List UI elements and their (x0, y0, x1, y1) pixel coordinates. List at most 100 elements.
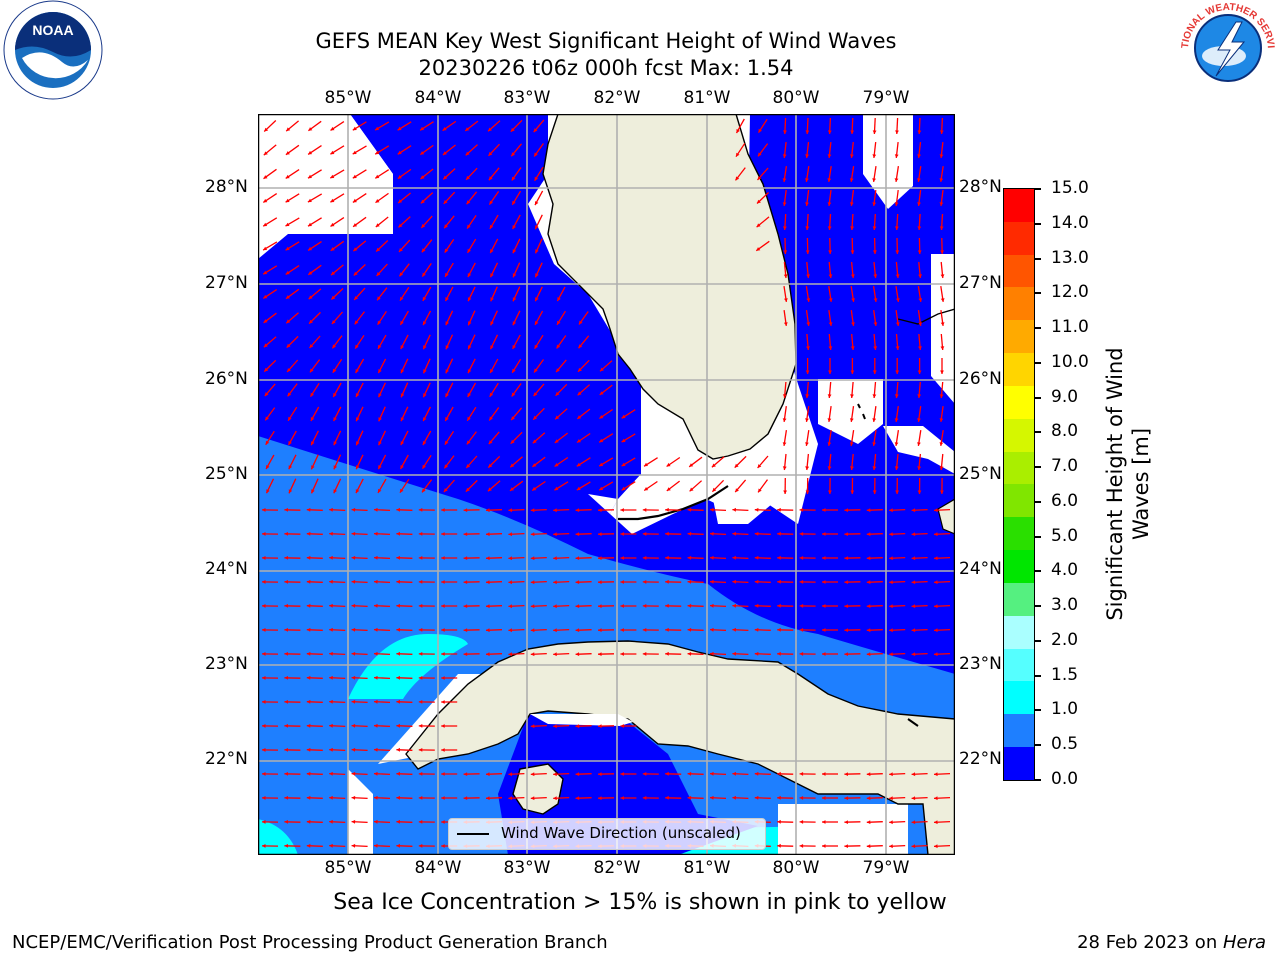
wave-direction-arrowhead (665, 627, 669, 632)
wave-direction-arrowhead (262, 844, 266, 848)
wave-direction-arrowhead (375, 223, 380, 227)
wave-direction-arrowhead (444, 224, 448, 229)
wave-direction-arrowhead (553, 652, 557, 657)
wave-direction-arrowhead (396, 771, 400, 776)
wave-direction-arrowhead (557, 297, 561, 302)
wave-direction-arrowhead (441, 700, 445, 704)
wave-direction-arrowhead (934, 580, 938, 585)
colorbar-segment (1004, 353, 1034, 386)
wave-direction-arrowhead (378, 465, 382, 470)
wave-direction-arrowhead (687, 555, 692, 560)
wave-direction-arrowhead (284, 508, 288, 512)
wave-direction-arrowhead (598, 604, 602, 608)
wave-direction-arrowhead (735, 176, 740, 181)
wave-direction-arrowhead (850, 130, 855, 134)
wave-direction-arrowhead (352, 174, 357, 179)
wave-direction-arrowhead (374, 843, 378, 848)
colorbar-tick-label: 2.0 (1051, 630, 1079, 650)
wave-direction-arrowhead (934, 628, 938, 633)
wave-direction-arrowhead (554, 439, 559, 443)
wave-direction-arrowhead (872, 178, 876, 182)
wave-direction-arrowhead (598, 796, 602, 800)
wave-direction-arrowhead (396, 699, 400, 704)
colorbar-ticks: 15.0 14.0 13.0 12.0 11.0 10.0 9.0 8.0 7.0 6.0 5.0 4… (1034, 178, 1094, 789)
wave-direction-arrowhead (418, 556, 423, 560)
wave-direction-arrowhead (844, 772, 848, 776)
wave-direction-arrowhead (621, 414, 626, 419)
wave-direction-arrowhead (940, 274, 945, 278)
wave-direction-arrowhead (575, 628, 580, 633)
wave-direction-arrowhead (306, 819, 311, 824)
wave-direction-arrowhead (420, 175, 425, 179)
wave-direction-arrowhead (850, 394, 854, 398)
wave-direction-arrowhead (866, 508, 871, 513)
wave-direction-arrowhead (511, 152, 515, 157)
wave-direction-arrowhead (799, 820, 804, 824)
wave-direction-arrowhead (351, 507, 356, 512)
colorbar-tick-label: 1.0 (1051, 699, 1079, 719)
wave-direction-arrowhead (827, 130, 832, 134)
wave-direction-arrowhead (934, 652, 938, 657)
wave-direction-arrowhead (575, 508, 580, 513)
wave-direction-arrowhead (284, 628, 288, 632)
wave-direction-arrowhead (940, 490, 944, 494)
wave-direction-arrowhead (308, 150, 313, 155)
wave-direction-arrowhead (374, 699, 378, 704)
wave-direction-arrowhead (757, 199, 761, 204)
wave-direction-arrowhead (490, 345, 494, 350)
wave-direction-arrowhead (352, 126, 357, 131)
wave-direction-arrowhead (264, 367, 269, 372)
lon-label-bottom-85: 85°W (324, 858, 372, 878)
wave-direction-arrowhead (441, 628, 445, 632)
wave-direction-arrowhead (827, 154, 832, 158)
wave-direction-arrowhead (598, 508, 602, 512)
wave-direction-arrowhead (894, 178, 899, 182)
wave-direction-arrowhead (805, 418, 809, 422)
wave-direction-arrowhead (642, 532, 647, 536)
wave-direction-arrowhead (889, 796, 893, 801)
wave-direction-arrowhead (894, 202, 899, 206)
wave-direction-arrowhead (918, 298, 923, 302)
wave-direction-arrowhead (805, 202, 809, 206)
wave-direction-arrowhead (489, 392, 494, 397)
wave-direction-arrowhead (330, 222, 335, 227)
wave-direction-arrowhead (534, 368, 538, 373)
wave-direction-arrowhead (466, 464, 471, 468)
wave-direction-arrowhead (285, 198, 290, 203)
wave-direction-arrowhead (511, 392, 516, 397)
wave-direction-arrowhead (873, 250, 877, 254)
wave-direction-arrowhead (308, 271, 313, 275)
wave-direction-arrowhead (377, 296, 381, 301)
wave-direction-arrowhead (732, 507, 736, 512)
wave-direction-arrowhead (534, 152, 538, 157)
wave-direction-arrowhead (508, 580, 512, 585)
wave-direction-arrowhead (468, 321, 472, 326)
wave-direction-arrowhead (934, 556, 938, 561)
wave-direction-arrowhead (508, 532, 512, 537)
wave-direction-arrowhead (598, 580, 602, 584)
wave-direction-arrowhead (463, 580, 468, 584)
colorbar-tick-label: 0.5 (1051, 734, 1079, 754)
wave-direction-arrowhead (465, 127, 470, 131)
footer-date: 28 Feb 2023 on Hera (1077, 932, 1266, 953)
wave-direction-arrowhead (378, 344, 382, 349)
wave-direction-arrowhead (554, 486, 559, 491)
wave-direction-arrowhead (665, 603, 669, 608)
wave-direction-arrowhead (822, 820, 826, 824)
wave-direction-arrowhead (441, 748, 445, 752)
wave-direction-arrowhead (512, 225, 516, 230)
colorbar-tick-mark (1034, 292, 1041, 294)
wave-direction-arrowhead (308, 295, 313, 300)
wave-direction-arrowhead (621, 486, 626, 491)
wave-direction-arrowhead (866, 628, 871, 633)
wave-direction-arrowhead (822, 580, 826, 584)
wave-direction-arrowhead (777, 627, 781, 632)
wave-direction-arrowhead (777, 531, 781, 536)
wave-direction-arrowhead (490, 321, 494, 326)
wave-direction-arrowhead (512, 297, 517, 302)
wave-direction-arrowhead (851, 322, 855, 326)
wave-direction-arrowhead (799, 796, 804, 800)
wave-direction-arrowhead (756, 223, 761, 228)
wave-direction-arrowhead (799, 652, 804, 656)
wave-direction-arrowhead (939, 178, 944, 182)
